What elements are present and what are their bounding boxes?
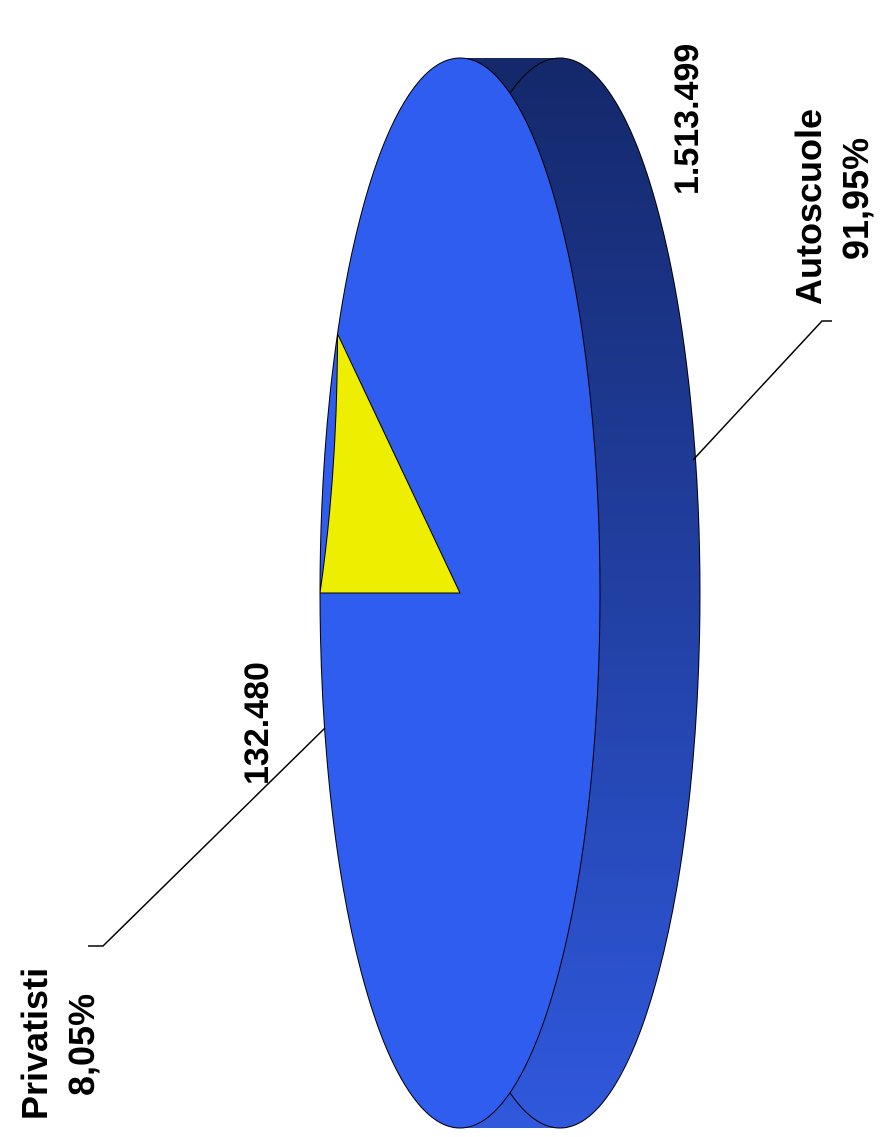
percent-label-autoscuole: 91,95% xyxy=(835,138,876,260)
leader-line-autoscuole xyxy=(692,320,832,461)
slice-privatisti xyxy=(319,333,461,594)
pie-slices xyxy=(319,57,601,1129)
category-label-autoscuole: Autoscuole xyxy=(788,109,829,305)
percent-label-privatisti: 8,05% xyxy=(61,994,102,1096)
category-label-privatisti: Privatisti xyxy=(14,968,55,1120)
leader-line-privatisti xyxy=(88,727,326,947)
value-label-privatisti: 132.480 xyxy=(238,662,276,785)
value-label-autoscuole: 1.513.499 xyxy=(668,44,706,195)
